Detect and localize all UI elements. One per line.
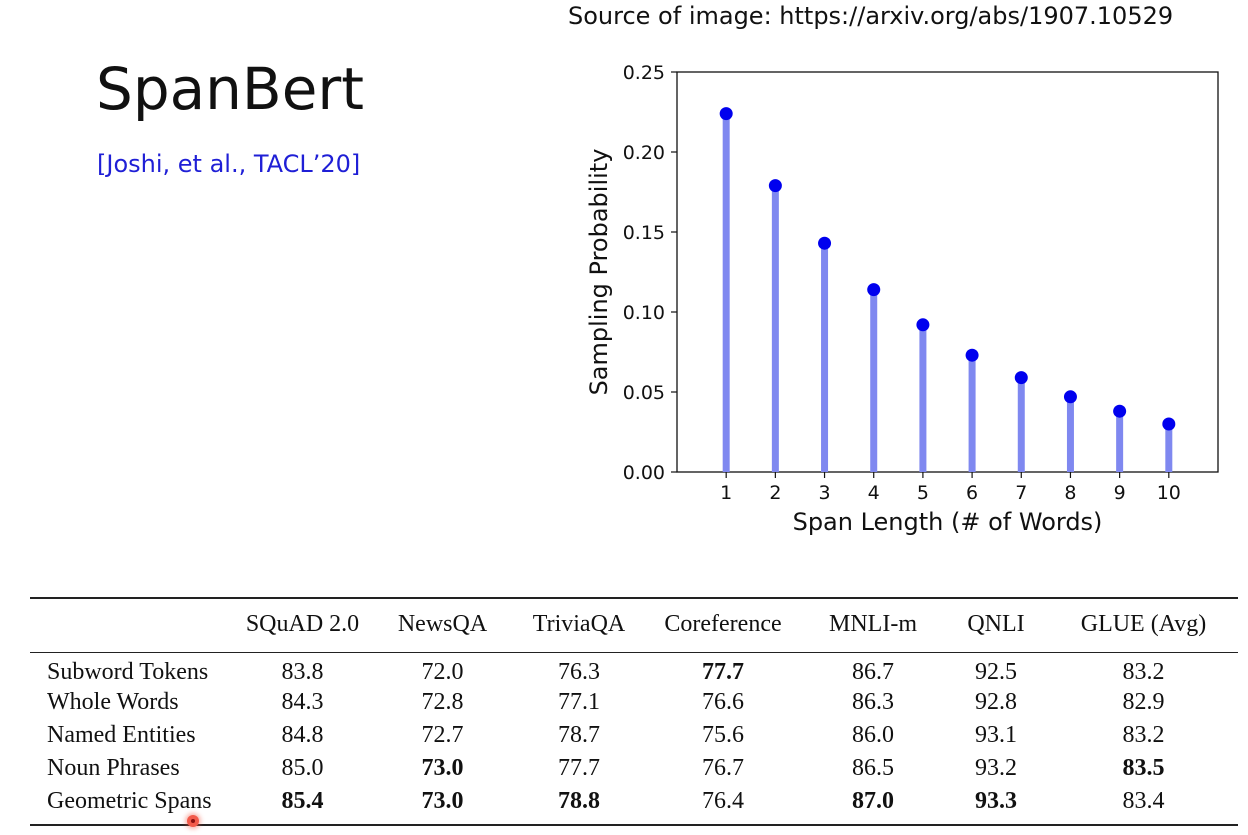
y-tick-label: 0.15 — [623, 222, 665, 244]
table-cell: 86.0 — [852, 721, 894, 748]
table-row: Whole Words 84.3 72.8 77.1 76.6 86.3 92.8 82.9 — [30, 686, 1238, 719]
table-cell: 78.8 — [558, 787, 600, 814]
table-cell: 86.7 — [852, 658, 894, 685]
y-tick-label: 0.25 — [623, 62, 665, 84]
column-header: Coreference — [643, 598, 803, 653]
row-label: Named Entities — [47, 721, 196, 748]
table-cell: 86.3 — [852, 688, 894, 715]
results-table: SQuAD 2.0 NewsQA TriviaQA Coreference MNLI-m… — [30, 598, 1238, 818]
image-source-note: Source of image: https://arxiv.org/abs/1… — [568, 2, 1174, 30]
x-tick-label: 7 — [1015, 482, 1027, 504]
table-cell: 72.8 — [421, 688, 464, 715]
table-cell: 86.5 — [852, 754, 894, 781]
table-cell: 76.4 — [702, 787, 744, 814]
data-point — [768, 179, 782, 193]
table-cell: 73.0 — [421, 754, 464, 781]
table-row: Noun Phrases 85.0 73.0 77.7 76.7 86.5 93.2 83.5 — [30, 752, 1238, 785]
header-corner — [30, 598, 235, 653]
table-cell: 76.6 — [702, 688, 744, 715]
table-cell: 73.0 — [421, 787, 464, 814]
table-cell: 84.3 — [281, 688, 324, 715]
row-label: Geometric Spans — [47, 787, 212, 814]
table-cell: 83.4 — [1122, 787, 1165, 814]
y-axis-label: Sampling Probability — [585, 149, 613, 396]
table-cell: 72.0 — [421, 658, 464, 685]
data-point — [818, 236, 832, 250]
table-cell: 72.7 — [421, 721, 464, 748]
x-tick-label: 2 — [769, 482, 781, 504]
sampling-probability-chart: 0.00 0.05 0.10 0.15 0.20 0.25 1 2 3 4 5 6 7 8 9 10 Span … — [585, 62, 1219, 536]
table-cell: 77.7 — [702, 658, 744, 685]
table-cell: 93.1 — [975, 721, 1017, 748]
table-cell: 82.9 — [1122, 688, 1165, 715]
data-point — [867, 283, 881, 297]
x-tick-label: 6 — [966, 482, 978, 504]
citation: [Joshi, et al., TACL’20] — [97, 150, 361, 178]
column-header: GLUE (Avg) — [1049, 598, 1238, 653]
table-cell: 93.2 — [975, 754, 1017, 781]
y-tick-label: 0.20 — [623, 142, 665, 164]
plot-frame — [676, 71, 1219, 473]
table-cell: 83.2 — [1122, 658, 1165, 685]
y-tick-label: 0.10 — [623, 302, 665, 324]
slide-title: SpanBert — [96, 55, 364, 123]
table-cell: 85.4 — [281, 787, 324, 814]
table-bottom-rule — [30, 824, 1238, 826]
table-cell: 78.7 — [558, 721, 600, 748]
table-header-row: SQuAD 2.0 NewsQA TriviaQA Coreference MNLI-m… — [30, 598, 1238, 653]
column-header: NewsQA — [370, 598, 515, 653]
row-label: Whole Words — [47, 688, 179, 715]
x-tick-label: 4 — [868, 482, 880, 504]
table-cell: 87.0 — [852, 787, 894, 814]
data-point — [1014, 371, 1028, 385]
table-cell: 92.8 — [975, 688, 1017, 715]
table-cell: 77.7 — [558, 754, 600, 781]
column-header: SQuAD 2.0 — [235, 598, 370, 653]
y-tick-label: 0.00 — [623, 462, 665, 484]
x-tick-label: 8 — [1064, 482, 1076, 504]
y-tick-label: 0.05 — [623, 382, 665, 404]
table-cell: 77.1 — [558, 688, 600, 715]
table-cell: 75.6 — [702, 721, 744, 748]
row-label: Subword Tokens — [47, 658, 209, 685]
table-cell: 83.8 — [281, 658, 324, 685]
row-label: Noun Phrases — [47, 754, 180, 781]
column-header: TriviaQA — [515, 598, 643, 653]
data-point — [1113, 404, 1127, 418]
x-tick-label: 5 — [917, 482, 929, 504]
table-cell: 93.3 — [975, 787, 1017, 814]
table-row: Named Entities 84.8 72.7 78.7 75.6 86.0 93.1 83… — [30, 719, 1238, 752]
cursor-pointer-indicator — [187, 815, 199, 827]
table-row: Subword Tokens 83.8 72.0 76.3 77.7 86.7 92.5 83… — [30, 652, 1238, 686]
table-cell: 76.7 — [702, 754, 744, 781]
table-cell: 84.8 — [281, 721, 324, 748]
data-point — [1063, 390, 1077, 404]
data-point — [916, 318, 930, 332]
x-tick-label: 3 — [818, 482, 830, 504]
x-tick-label: 10 — [1157, 482, 1181, 504]
table-cell: 92.5 — [975, 658, 1017, 685]
table-cell: 83.5 — [1122, 754, 1165, 781]
x-axis-label: Span Length (# of Words) — [793, 508, 1103, 536]
table-cell: 85.0 — [281, 754, 324, 781]
table-cell: 76.3 — [558, 658, 600, 685]
column-header: MNLI-m — [803, 598, 943, 653]
table-row: Geometric Spans 85.4 73.0 78.8 76.4 87.0 93.3 8… — [30, 785, 1238, 818]
table-cell: 83.2 — [1122, 721, 1165, 748]
data-point — [965, 348, 979, 362]
data-point — [1162, 417, 1176, 431]
column-header: QNLI — [943, 598, 1049, 653]
data-point — [719, 107, 733, 121]
x-tick-label: 9 — [1114, 482, 1126, 504]
x-tick-label: 1 — [720, 482, 732, 504]
